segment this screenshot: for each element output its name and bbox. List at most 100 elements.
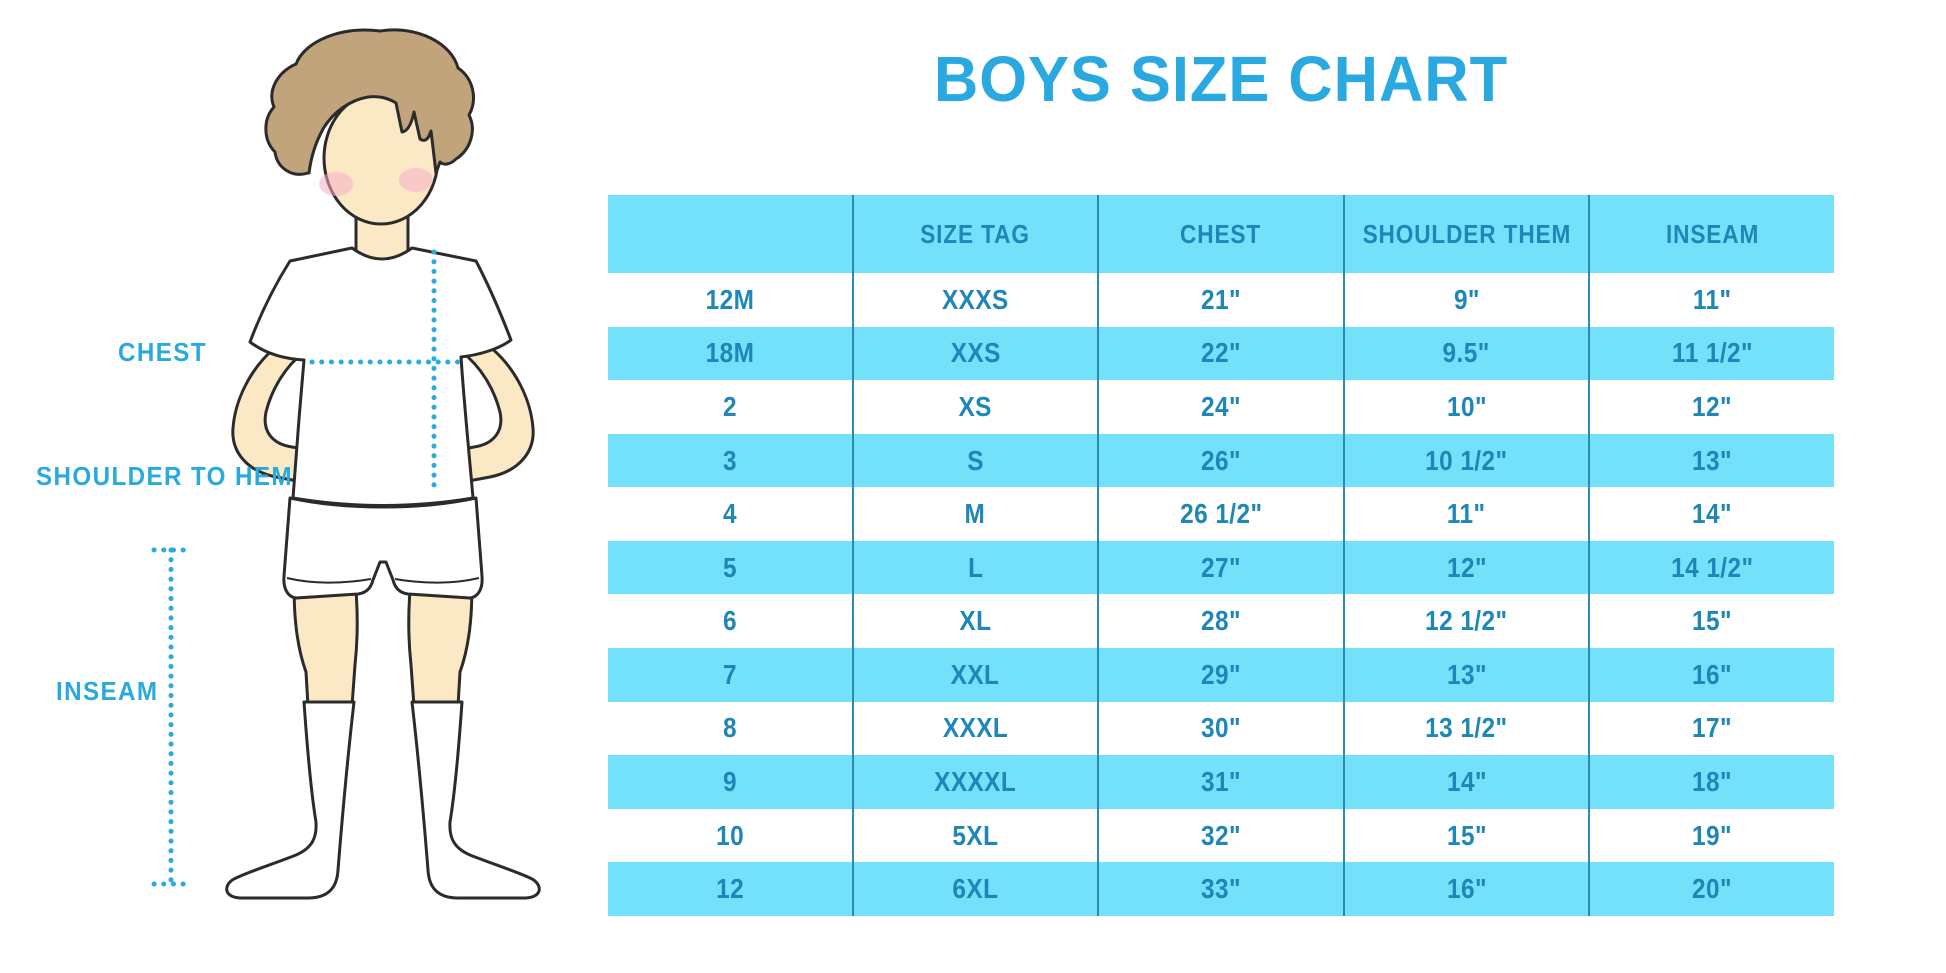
table-cell: 4 — [608, 487, 854, 541]
table-cell: 9" — [1345, 273, 1591, 327]
table-cell-text: 6 — [722, 605, 737, 637]
table-row: 12M XXXS 21" 9" 11" — [608, 273, 1834, 327]
table-cell-text: 13" — [1692, 444, 1733, 476]
table-cell: 16" — [1345, 862, 1591, 916]
table-cell: 31" — [1099, 755, 1345, 809]
table-cell-text: 12 1/2" — [1425, 605, 1508, 637]
table-cell-text: 13 1/2" — [1425, 712, 1508, 744]
table-cell: 27" — [1099, 540, 1345, 595]
table-cell-text: 9" — [1453, 283, 1480, 315]
table-row: 12 6XL 33" 16" 20" — [608, 862, 1834, 916]
table-cell: XXL — [854, 648, 1100, 702]
table-cell-text: 30" — [1201, 712, 1241, 744]
table-cell: 6XL — [854, 862, 1100, 916]
table-cell-text: 26" — [1201, 444, 1241, 476]
table-cell-text: 14 1/2" — [1671, 551, 1754, 583]
table-cell: XXXS — [854, 273, 1100, 327]
table-cell-text: 4 — [722, 498, 737, 530]
table-cell: XS — [854, 380, 1100, 434]
table-cell: M — [854, 487, 1100, 541]
table-cell-text: XL — [959, 605, 992, 637]
column-header-text: SIZE TAG — [920, 218, 1031, 249]
table-cell-text: L — [967, 551, 984, 583]
table-cell: 24" — [1099, 380, 1345, 434]
table-cell-text: S — [967, 444, 984, 476]
inseam-label: INSEAM — [56, 676, 159, 706]
table-cell-text: 13" — [1446, 658, 1487, 690]
table-cell-text: 12 — [715, 873, 744, 905]
shoulder-to-hem-label: SHOULDER TO HEM — [36, 461, 293, 491]
table-cell: 17" — [1590, 702, 1834, 756]
column-header: INSEAM — [1590, 195, 1834, 273]
table-row: 4 M 26 1/2" 11" 14" — [608, 487, 1834, 541]
table-cell-text: 11" — [1692, 283, 1732, 315]
table-cell: L — [854, 540, 1100, 595]
size-table-rows: 12M XXXS 21" 9" 11" 18M XXS 22" 9.5" 11 1/2" 2 XS 24… — [608, 273, 1834, 916]
boy-right-blush — [399, 168, 433, 192]
table-cell: 12 — [608, 862, 854, 916]
table-cell-text: XXXS — [942, 283, 1009, 315]
boy-hair — [264, 28, 475, 176]
table-cell-text: 2 — [722, 390, 737, 422]
table-cell-text: 7 — [722, 658, 737, 690]
table-cell: XL — [854, 594, 1100, 649]
table-cell: 13 1/2" — [1345, 701, 1591, 756]
table-cell-text: 33" — [1201, 873, 1241, 905]
table-cell: 16" — [1590, 648, 1834, 702]
table-cell: XXXL — [854, 701, 1100, 756]
table-cell: 12" — [1590, 380, 1834, 434]
table-cell-text: XXXL — [942, 712, 1009, 744]
table-cell: XXS — [854, 326, 1100, 381]
column-header — [608, 195, 854, 273]
table-cell-text: 15" — [1692, 605, 1733, 637]
table-cell: 7 — [608, 648, 854, 702]
table-cell-text: 12M — [705, 283, 755, 315]
table-cell: 18" — [1590, 755, 1834, 809]
table-cell-text: 19" — [1692, 819, 1733, 851]
table-cell-text: 31" — [1201, 765, 1241, 797]
boy-figure-illustration — [151, 28, 541, 900]
table-cell: 13" — [1590, 434, 1834, 488]
table-cell: 32" — [1099, 808, 1345, 863]
table-row: 2 XS 24" 10" 12" — [608, 380, 1834, 434]
table-cell: 19" — [1590, 809, 1834, 863]
table-cell-text: 10 1/2" — [1425, 444, 1508, 476]
table-cell: 29" — [1099, 648, 1345, 702]
table-cell: 12M — [608, 273, 854, 327]
page-title: BOYS SIZE CHART — [933, 43, 1509, 115]
table-cell: S — [854, 433, 1100, 488]
table-cell-text: 16" — [1446, 873, 1487, 905]
table-cell-text: 27" — [1201, 551, 1241, 583]
table-row: 18M XXS 22" 9.5" 11 1/2" — [608, 326, 1834, 381]
table-cell: 14" — [1345, 755, 1591, 809]
column-header: SHOULDER THEM — [1345, 195, 1591, 273]
table-cell: 28" — [1099, 594, 1345, 649]
table-cell-text: 9.5" — [1442, 337, 1491, 369]
table-cell-text: 20" — [1692, 873, 1733, 905]
table-cell: 15" — [1345, 808, 1591, 863]
table-cell: 11" — [1345, 487, 1591, 541]
table-cell: 8 — [608, 701, 854, 756]
table-cell-text: 18M — [705, 337, 755, 369]
table-cell-text: XXXXL — [934, 765, 1017, 797]
table-cell-text: XXS — [950, 337, 1001, 369]
table-cell-text: 9 — [722, 765, 737, 797]
table-cell-text: M — [965, 498, 986, 530]
table-cell: 2 — [608, 380, 854, 434]
table-cell: 20" — [1590, 862, 1834, 916]
table-row: 5 L 27" 12" 14 1/2" — [608, 540, 1834, 595]
table-cell-text: 26 1/2" — [1179, 498, 1263, 530]
size-table-header: SIZE TAG CHEST SHOULDER THEM INSEAM — [608, 195, 1834, 273]
table-cell: 33" — [1099, 862, 1345, 916]
table-cell: 9.5" — [1345, 326, 1591, 381]
table-cell: 9 — [608, 755, 854, 809]
table-cell-text: 24" — [1201, 390, 1241, 422]
boy-left-sock — [225, 700, 356, 900]
table-cell: 15" — [1590, 594, 1834, 648]
table-cell-text: 21" — [1201, 283, 1241, 315]
table-cell-text: 32" — [1201, 819, 1241, 851]
table-cell: 5XL — [854, 808, 1100, 863]
table-cell: 26 1/2" — [1099, 487, 1345, 541]
table-row: 6 XL 28" 12 1/2" 15" — [608, 594, 1834, 649]
table-cell-text: 18" — [1692, 765, 1733, 797]
